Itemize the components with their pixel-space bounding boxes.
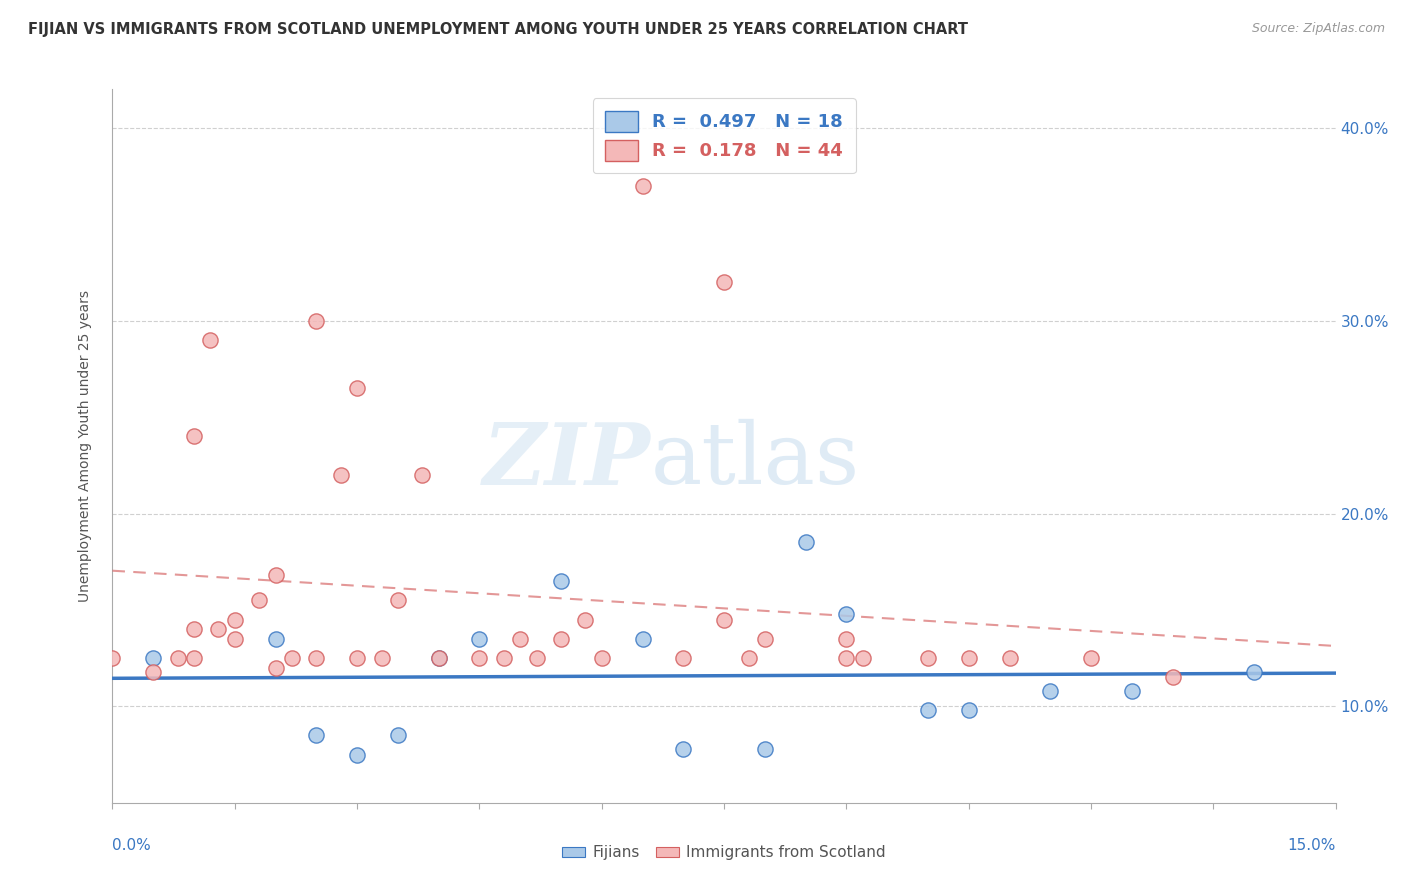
Point xyxy=(142,651,165,665)
Point xyxy=(264,568,287,582)
Point xyxy=(754,632,776,646)
Point xyxy=(1039,684,1062,698)
Point xyxy=(183,651,205,665)
Point xyxy=(998,651,1021,665)
Point xyxy=(835,632,858,646)
Point xyxy=(200,333,222,347)
Text: atlas: atlas xyxy=(651,418,860,502)
Text: Source: ZipAtlas.com: Source: ZipAtlas.com xyxy=(1251,22,1385,36)
Point xyxy=(183,622,205,636)
Text: 0.0%: 0.0% xyxy=(112,838,152,853)
Point xyxy=(957,651,980,665)
Point xyxy=(754,741,776,756)
Point xyxy=(305,313,328,327)
Point xyxy=(224,613,246,627)
Point xyxy=(101,651,124,665)
Point xyxy=(835,607,858,621)
Point xyxy=(550,574,572,588)
Point xyxy=(631,178,654,193)
Point xyxy=(346,651,368,665)
Point xyxy=(672,741,695,756)
Point xyxy=(672,651,695,665)
Point xyxy=(1080,651,1102,665)
Point xyxy=(574,613,596,627)
Point xyxy=(247,593,270,607)
Point xyxy=(1243,665,1265,679)
Point xyxy=(166,651,188,665)
Point xyxy=(713,613,735,627)
Text: 15.0%: 15.0% xyxy=(1288,838,1336,853)
Point xyxy=(737,651,759,665)
Point xyxy=(224,632,246,646)
Point xyxy=(207,622,229,636)
Text: FIJIAN VS IMMIGRANTS FROM SCOTLAND UNEMPLOYMENT AMONG YOUTH UNDER 25 YEARS CORRE: FIJIAN VS IMMIGRANTS FROM SCOTLAND UNEMP… xyxy=(28,22,969,37)
Point xyxy=(411,467,433,482)
Point xyxy=(468,632,491,646)
Point xyxy=(346,381,368,395)
Point xyxy=(492,651,515,665)
Point xyxy=(917,651,939,665)
Point xyxy=(370,651,392,665)
Point xyxy=(550,632,572,646)
Point xyxy=(1161,670,1184,684)
Point xyxy=(305,728,328,742)
Point xyxy=(957,703,980,717)
Legend: Fijians, Immigrants from Scotland: Fijians, Immigrants from Scotland xyxy=(557,839,891,866)
Point xyxy=(281,651,304,665)
Point xyxy=(387,593,409,607)
Point xyxy=(427,651,450,665)
Point xyxy=(1121,684,1143,698)
Y-axis label: Unemployment Among Youth under 25 years: Unemployment Among Youth under 25 years xyxy=(77,290,91,602)
Point xyxy=(835,651,858,665)
Point xyxy=(468,651,491,665)
Point xyxy=(852,651,875,665)
Point xyxy=(346,747,368,762)
Point xyxy=(142,665,165,679)
Point xyxy=(183,429,205,443)
Point xyxy=(526,651,548,665)
Point xyxy=(387,728,409,742)
Point xyxy=(427,651,450,665)
Point xyxy=(329,467,352,482)
Point xyxy=(794,535,817,549)
Point xyxy=(631,632,654,646)
Point xyxy=(713,275,735,289)
Point xyxy=(264,661,287,675)
Point xyxy=(509,632,531,646)
Point xyxy=(917,703,939,717)
Point xyxy=(591,651,613,665)
Point xyxy=(264,632,287,646)
Point xyxy=(305,651,328,665)
Text: ZIP: ZIP xyxy=(482,418,651,502)
